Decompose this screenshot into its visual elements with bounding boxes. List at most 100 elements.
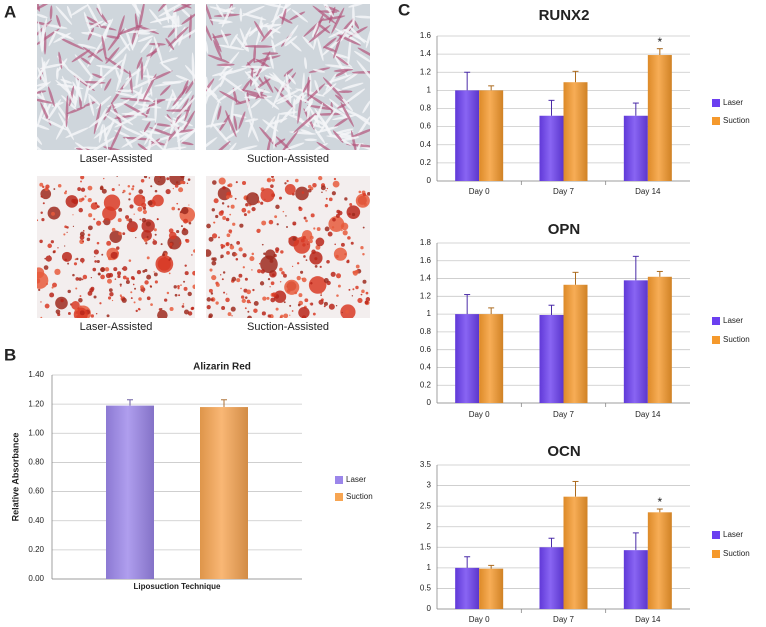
stain-spot bbox=[86, 237, 91, 242]
cell bbox=[335, 131, 354, 138]
cell bbox=[284, 35, 298, 47]
cell bbox=[37, 13, 48, 19]
stain-spot bbox=[128, 259, 132, 262]
stain-spot bbox=[318, 176, 323, 181]
error-bar bbox=[464, 556, 471, 568]
stain-spot bbox=[84, 195, 87, 198]
cell bbox=[317, 37, 324, 62]
cell bbox=[168, 26, 189, 47]
stain-spot bbox=[168, 231, 177, 240]
stain-spot bbox=[275, 307, 279, 311]
stain-spot bbox=[333, 177, 337, 181]
stain-spot bbox=[191, 254, 193, 256]
cell bbox=[216, 63, 235, 67]
stain-spot bbox=[310, 302, 314, 306]
stain-spot bbox=[153, 272, 158, 277]
stain-spot bbox=[211, 274, 217, 281]
cell bbox=[241, 5, 265, 17]
stain-spot bbox=[180, 225, 183, 228]
stain-spot bbox=[296, 262, 300, 265]
stain-spot bbox=[283, 301, 286, 304]
stain-spot bbox=[122, 232, 126, 236]
stain-spot bbox=[239, 223, 244, 228]
cell bbox=[285, 73, 290, 99]
stain-spot bbox=[260, 255, 278, 274]
stain-spot bbox=[220, 246, 224, 249]
stain-spot bbox=[136, 269, 142, 275]
stain-spot bbox=[100, 267, 105, 273]
stain-spot bbox=[253, 308, 258, 313]
y-tick-label: 0.5 bbox=[420, 584, 432, 593]
cell bbox=[66, 5, 72, 19]
cell bbox=[49, 5, 53, 20]
cell bbox=[293, 112, 317, 134]
y-tick-label: 0.6 bbox=[420, 345, 432, 354]
cell bbox=[149, 8, 162, 25]
cell bbox=[292, 94, 311, 104]
stain-spot bbox=[292, 236, 297, 241]
stain-spot bbox=[229, 194, 233, 198]
stain-spot bbox=[37, 271, 49, 289]
stain-spot bbox=[143, 291, 145, 294]
error-bar bbox=[548, 304, 555, 315]
cell bbox=[324, 64, 354, 69]
cell bbox=[143, 121, 151, 133]
stain-spot bbox=[226, 250, 230, 255]
stain-spot bbox=[209, 268, 213, 272]
cell bbox=[312, 22, 319, 38]
stain-spot bbox=[98, 273, 101, 276]
stain-spot bbox=[282, 210, 285, 213]
stain-spot bbox=[130, 297, 133, 300]
stain-spot bbox=[87, 185, 93, 191]
stain-spot bbox=[184, 264, 187, 267]
cell bbox=[225, 110, 237, 138]
stain-spot bbox=[94, 256, 96, 258]
stain-spot bbox=[106, 314, 110, 318]
stain-spot bbox=[270, 281, 275, 286]
stain-spot bbox=[67, 312, 71, 315]
cell bbox=[95, 4, 102, 16]
legend-label: Suction bbox=[723, 335, 750, 344]
cell bbox=[321, 4, 334, 18]
cell bbox=[102, 22, 111, 45]
stain-spot bbox=[211, 260, 217, 266]
stain-spot bbox=[221, 202, 225, 205]
cell bbox=[244, 92, 253, 121]
cell bbox=[246, 93, 267, 99]
cell bbox=[116, 67, 124, 91]
stain-spot bbox=[266, 177, 272, 183]
cell bbox=[137, 143, 148, 150]
stain-spot bbox=[218, 236, 220, 239]
stain-spot bbox=[76, 257, 79, 261]
y-tick-label: 1 bbox=[427, 85, 432, 94]
stain-spot bbox=[355, 193, 370, 208]
stain-spot bbox=[206, 297, 212, 302]
stain-spot bbox=[238, 273, 243, 278]
error-bar bbox=[548, 99, 555, 116]
stain-spot bbox=[327, 231, 333, 237]
cell bbox=[113, 99, 130, 109]
stain-spot bbox=[120, 285, 122, 287]
stain-spot bbox=[146, 274, 152, 280]
cell bbox=[161, 63, 172, 72]
stain-spot bbox=[310, 282, 313, 285]
cell bbox=[264, 75, 286, 84]
stain-spot bbox=[117, 271, 122, 276]
significance-mark: * bbox=[657, 35, 662, 49]
stain-spot bbox=[169, 245, 173, 249]
error-bar bbox=[127, 399, 133, 406]
stain-spot bbox=[230, 204, 235, 209]
cell bbox=[314, 142, 328, 150]
y-tick-label: 3.5 bbox=[420, 460, 432, 469]
cell bbox=[137, 35, 154, 43]
stain-spot bbox=[107, 278, 112, 284]
stain-spot bbox=[261, 243, 264, 246]
stain-spot bbox=[106, 240, 112, 246]
stain-spot bbox=[210, 292, 214, 295]
stain-spot bbox=[309, 235, 314, 240]
stain-spot bbox=[225, 195, 230, 200]
stain-spot bbox=[270, 184, 274, 188]
x-tick-label: Day 0 bbox=[469, 410, 490, 419]
stain-spot bbox=[119, 283, 122, 286]
stain-spot bbox=[324, 226, 330, 232]
